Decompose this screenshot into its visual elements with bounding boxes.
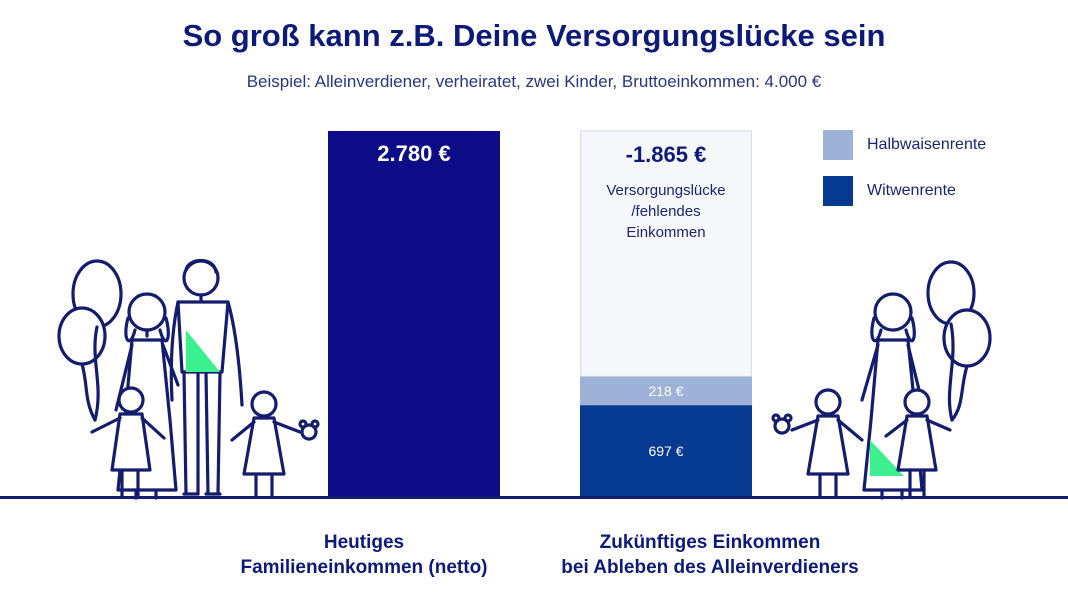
legend-label-witwenrente: Witwenrente — [867, 182, 956, 199]
chart-subtitle: Beispiel: Alleinverdiener, verheiratet, … — [246, 72, 822, 91]
bar-segment-witwenrente — [580, 405, 752, 497]
category-label-today-line-2: Familieneinkommen (netto) — [240, 557, 488, 578]
bar-today-income — [328, 131, 500, 497]
legend-item-witwenrente: Witwenrente — [823, 176, 956, 206]
legend-item-halbwaisenrente: Halbwaisenrente — [823, 130, 986, 160]
category-label-today-line-1: Heutiges — [323, 532, 405, 553]
bar-today-total-label: 2.780 € — [377, 141, 450, 166]
category-label-future: Zukünftiges Einkommen bei Ableben des Al… — [520, 530, 900, 580]
family-illustration-right — [771, 260, 992, 500]
bar-gap-caption-line-1: Versorgungslücke — [606, 182, 725, 199]
bar-gap-caption-line-2: /fehlendes — [631, 203, 700, 220]
legend-label-halbwaisenrente: Halbwaisenrente — [867, 136, 987, 153]
bar-witwenrente-value-label: 697 € — [648, 443, 683, 459]
bar-gap-value-label: -1.865 € — [626, 142, 707, 167]
bar-gap-caption-line-3: Einkommen — [626, 224, 705, 241]
legend-swatch-witwenrente — [823, 176, 853, 206]
family-illustration-left — [57, 258, 320, 500]
category-label-future-line-1: Zukünftiges Einkommen — [599, 532, 821, 553]
category-label-future-line-2: bei Ableben des Alleinverdieners — [561, 557, 859, 578]
legend-swatch-halbwaisenrente — [823, 130, 853, 160]
bar-halbwaisenrente-value-label: 218 € — [648, 383, 683, 399]
chart-title: So groß kann z.B. Deine Versorgungslücke… — [182, 18, 886, 53]
bar-segment-versorgungsluecke — [580, 130, 752, 378]
bar-segment-halbwaisenrente — [580, 376, 752, 406]
category-label-today: Heutiges Familieneinkommen (netto) — [214, 530, 514, 580]
